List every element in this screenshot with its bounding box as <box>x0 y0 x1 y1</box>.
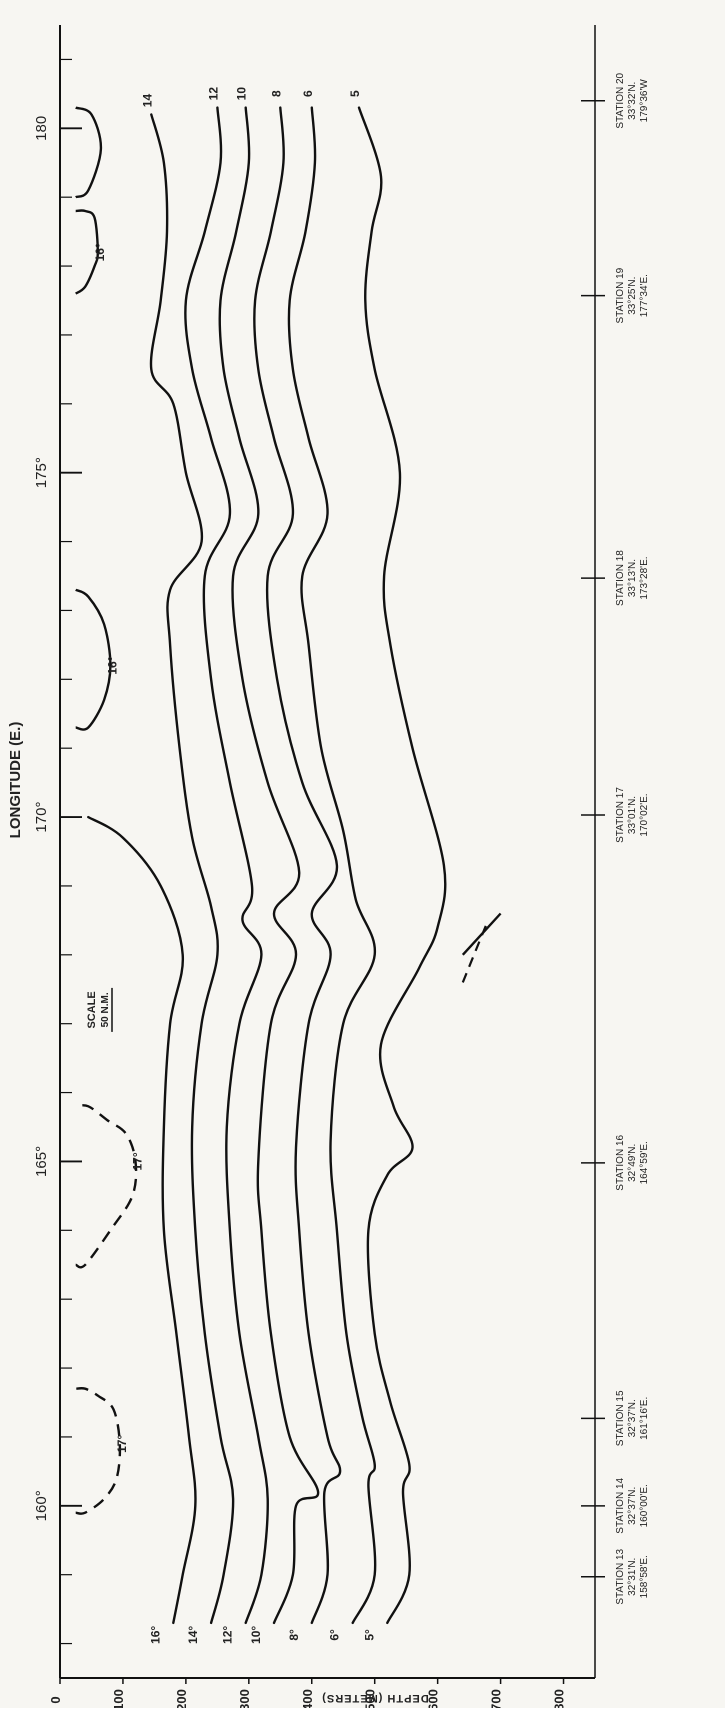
depth-tick-label: 800 <box>552 1689 567 1708</box>
station-label: STATION 16 32°49'N. 164°59'E. <box>615 1135 650 1191</box>
station-name: STATION 15 <box>615 1390 626 1446</box>
station-lon: 179°36'W <box>639 79 650 123</box>
isotherm-lines <box>75 106 502 1625</box>
depth-axis-label: DEPTH (METERS) <box>321 1692 429 1704</box>
axes-group <box>59 25 605 1684</box>
station-label: STATION 20 33°32'N. 179°36'W <box>615 72 650 128</box>
station-lat: 33°01'N. <box>627 796 638 834</box>
dashed-segment <box>461 919 490 983</box>
station-lon: 170°02'E. <box>639 793 650 836</box>
station-lat: 32°37'N. <box>627 1399 638 1437</box>
station-lon: 164°59'E. <box>639 1141 650 1184</box>
station-name: STATION 13 <box>615 1548 626 1604</box>
depth-tick-label: 200 <box>174 1689 189 1708</box>
longitude-tick-label: 180 <box>33 116 50 141</box>
station-lat: 32°31'N. <box>627 1558 638 1596</box>
depth-tick-label: 100 <box>111 1689 126 1708</box>
chart-labels: 0 100 200 300 400 500 600 700 800 160° 165° 170° 175… <box>33 72 650 1710</box>
depth-tick-label: 400 <box>300 1689 315 1708</box>
isotherm-label: 5° <box>362 1629 376 1641</box>
longitude-tick-label: 165° <box>33 1146 50 1177</box>
depth-tick-label: 700 <box>489 1689 504 1708</box>
isotherm-top-label: 8 <box>269 90 283 97</box>
closed-isotherm <box>75 106 103 199</box>
station-lat: 33°25'N. <box>627 277 638 315</box>
isotherm-label: 14° <box>186 1626 200 1644</box>
scale-label: SCALE <box>86 991 98 1028</box>
isotherm-label: 6° <box>328 1629 342 1641</box>
station-lat: 33°32'N. <box>627 82 638 120</box>
closed-isotherm <box>75 209 100 295</box>
scale-distance: 50 N.M. <box>100 992 111 1027</box>
isotherm-top-label: 6 <box>301 90 315 97</box>
isotherm-label: 12° <box>221 1626 235 1644</box>
isotherm-line <box>287 106 377 1625</box>
closed-isotherm-label: 17° <box>131 1152 145 1170</box>
depth-tick-label: 600 <box>426 1689 441 1708</box>
scale-bar: SCALE 50 N.M. <box>86 987 113 1032</box>
station-label: STATION 19 33°25'N. 177°34'E. <box>615 267 650 323</box>
isotherm-line <box>218 106 320 1625</box>
longitude-axis-label: LONGITUDE (E.) <box>7 722 24 839</box>
isotherm-line <box>87 815 197 1625</box>
depth-tick-label: 300 <box>237 1689 252 1708</box>
closed-isotherm <box>75 588 112 731</box>
station-label: STATION 14 32°37'N. 160°00'E. <box>615 1478 650 1534</box>
longitude-tick-label: 175° <box>33 457 50 488</box>
isotherm-top-label: 14 <box>140 94 154 108</box>
station-label: STATION 18 33°13'N. 173°28'E. <box>615 550 650 606</box>
isotherm-line <box>357 106 447 1625</box>
isotherm-top-label: 12 <box>206 87 220 101</box>
station-name: STATION 16 <box>615 1135 626 1191</box>
station-lon: 161°16'E. <box>639 1397 650 1440</box>
isotherm-top-label: 5 <box>348 90 362 97</box>
closed-isotherm-label: 17° <box>115 1435 129 1453</box>
station-label: STATION 13 32°31'N. 158°58'E. <box>615 1548 650 1604</box>
isotherm-label: 10° <box>249 1626 263 1644</box>
closed-isotherm-label: 16° <box>105 656 119 674</box>
station-lon: 160°00'E. <box>639 1484 650 1527</box>
isotherm-line <box>184 106 269 1625</box>
dashed-closed-isotherm <box>75 1387 122 1515</box>
depth-tick-label: 500 <box>363 1689 378 1708</box>
longitude-tick-label: 170° <box>33 802 50 833</box>
station-lat: 32°37'N. <box>627 1487 638 1525</box>
station-lon: 177°34'E. <box>639 274 650 317</box>
isotherm-line <box>253 106 342 1625</box>
station-lat: 33°13'N. <box>627 559 638 597</box>
isotherm-label: 8° <box>287 1629 301 1641</box>
station-name: STATION 20 <box>615 72 626 128</box>
station-lat: 32°49'N. <box>627 1144 638 1182</box>
station-name: STATION 18 <box>615 550 626 606</box>
isotherm-line <box>149 113 235 1625</box>
dashed-closed-isotherm <box>75 1104 138 1269</box>
isotherm-top-label: 10 <box>235 87 249 101</box>
station-label: STATION 17 33°01'N. 170°02'E. <box>615 787 650 843</box>
depth-tick-label: 0 <box>48 1696 63 1703</box>
longitude-tick-label: 160° <box>33 1490 50 1521</box>
isotherm-label: 16° <box>148 1626 162 1644</box>
station-label: STATION 15 32°37'N. 161°16'E. <box>615 1390 650 1446</box>
closed-isotherm-label: 16° <box>93 243 107 261</box>
station-lon: 158°58'E. <box>639 1555 650 1598</box>
station-name: STATION 17 <box>615 787 626 843</box>
station-name: STATION 19 <box>615 267 626 323</box>
station-lon: 173°28'E. <box>639 556 650 599</box>
station-name: STATION 14 <box>615 1478 626 1534</box>
